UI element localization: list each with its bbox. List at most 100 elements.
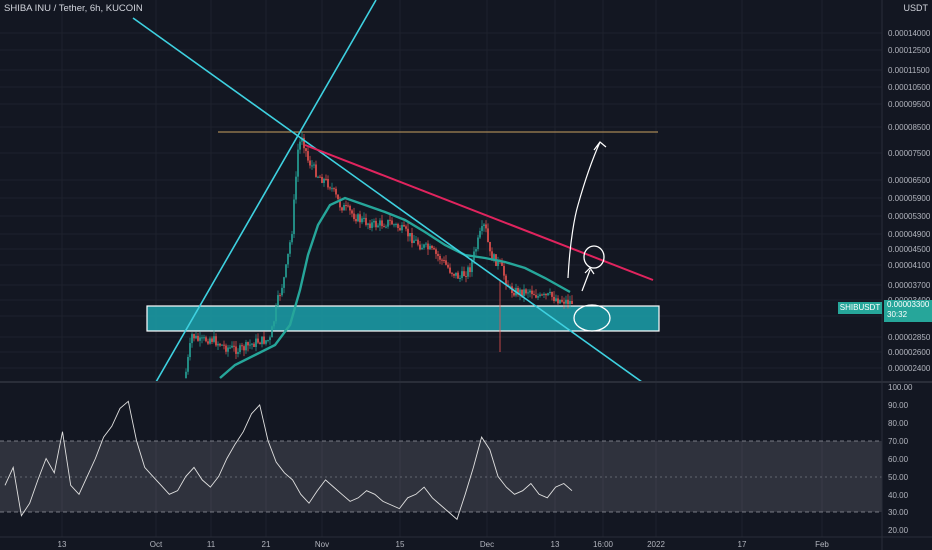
- candle-body: [333, 188, 335, 190]
- candle-body: [519, 289, 521, 295]
- price-tick-label: 0.00007500: [888, 149, 931, 158]
- candle-body: [369, 223, 371, 228]
- candle-body: [269, 337, 271, 341]
- price-tick-label: 0.00004100: [888, 261, 931, 270]
- candle-body: [387, 219, 389, 227]
- candle-body: [465, 276, 467, 278]
- candle-body: [339, 199, 341, 208]
- candle-body: [259, 342, 261, 345]
- candle-body: [413, 240, 415, 244]
- candle-body: [363, 217, 365, 219]
- candle-body: [347, 205, 349, 207]
- candle-body: [331, 188, 333, 190]
- candle-body: [213, 336, 215, 342]
- candle-body: [391, 220, 393, 225]
- candle-body: [261, 336, 263, 345]
- time-tick-label: 17: [738, 540, 747, 549]
- last-price-value: 0.00003300: [887, 300, 930, 309]
- candle-body: [433, 248, 435, 250]
- time-tick-label: 13: [58, 540, 67, 549]
- price-tick-label: 0.00010500: [888, 83, 931, 92]
- resistance-trendline[interactable]: [304, 144, 654, 281]
- candle-body: [195, 335, 197, 339]
- ascending-trendline[interactable]: [155, 0, 377, 383]
- candle-body: [311, 165, 313, 167]
- candle-body: [493, 254, 495, 261]
- candle-body: [221, 344, 223, 346]
- small-arrow-drawing[interactable]: [581, 267, 595, 292]
- candle-body: [199, 337, 201, 341]
- candle-body: [377, 225, 379, 228]
- candle-body: [491, 251, 493, 261]
- candle-body: [225, 345, 227, 352]
- candle-body: [343, 205, 345, 211]
- candle-body: [521, 289, 523, 297]
- rsi-tick-label: 60.00: [888, 455, 909, 464]
- candle-body: [441, 259, 443, 261]
- candle-body: [349, 205, 351, 211]
- candle-body: [243, 346, 245, 351]
- last-price-label: 0.00003300 30:32: [884, 300, 932, 322]
- rsi-tick-label: 30.00: [888, 508, 909, 517]
- candle-body: [555, 298, 557, 302]
- candle-body: [481, 226, 483, 231]
- candle-body: [395, 224, 397, 226]
- price-tick-label: 0.00002400: [888, 364, 931, 373]
- candle-body: [565, 299, 567, 304]
- descending-trendline-long[interactable]: [132, 17, 643, 383]
- candle-body: [381, 220, 383, 227]
- time-tick-label: Dec: [480, 540, 494, 549]
- candle-body: [279, 295, 281, 297]
- candle-body: [467, 267, 469, 277]
- price-tick-label: 0.00011500: [888, 66, 930, 75]
- candle-body: [197, 335, 199, 341]
- candle-body: [453, 273, 455, 276]
- price-tick-label: 0.00002850: [888, 333, 931, 342]
- rsi-axis[interactable]: 100.00 90.00 80.00 70.00 60.00 50.00 40.00 30.0…: [888, 383, 913, 535]
- candle-body: [547, 293, 549, 296]
- price-tick-label: 0.00014000: [888, 29, 931, 38]
- candle-body: [227, 347, 229, 352]
- price-tick-label: 0.00005900: [888, 194, 931, 203]
- candle-body: [289, 242, 291, 254]
- arrow-annotation-drawing[interactable]: [567, 141, 607, 279]
- time-tick-label: 2022: [647, 540, 665, 549]
- candle-body: [539, 294, 541, 297]
- candle-body: [379, 220, 381, 226]
- candle-body: [449, 267, 451, 273]
- candle-body: [309, 160, 311, 166]
- candle-body: [385, 226, 387, 228]
- candle-body: [525, 289, 527, 294]
- candle-body: [425, 243, 427, 245]
- candle-body: [267, 340, 269, 342]
- candle-body: [393, 224, 395, 226]
- rsi-tick-label: 50.00: [888, 473, 909, 482]
- rsi-tick-label: 70.00: [888, 437, 909, 446]
- candle-body: [407, 228, 409, 237]
- candle-body: [353, 213, 355, 220]
- time-axis[interactable]: 13 Oct 11 21 Nov 15 Dec 13 16:00 2022 17 Feb: [58, 540, 830, 549]
- candle-body: [317, 176, 319, 178]
- support-zone-rectangle[interactable]: [146, 305, 660, 332]
- time-tick-label: 13: [551, 540, 560, 549]
- candle-body: [277, 295, 279, 307]
- candle-body: [505, 275, 507, 285]
- chart-title[interactable]: SHIBA INU / Tether, 6h, KUCOIN: [4, 3, 143, 14]
- price-tick-label: 0.00012500: [888, 46, 931, 55]
- price-tick-label: 0.00005300: [888, 212, 931, 221]
- grid-lines: [0, 0, 882, 537]
- currency-selector-button[interactable]: USDT: [903, 3, 929, 13]
- candle-body: [489, 241, 491, 252]
- candle-body: [383, 226, 385, 228]
- candle-body: [193, 334, 195, 339]
- candle-body: [529, 290, 531, 293]
- candle-body: [185, 371, 187, 378]
- candle-body: [223, 344, 225, 346]
- candle-body: [359, 214, 361, 223]
- candle-body: [485, 224, 487, 229]
- circle-annotation-lower[interactable]: [573, 304, 611, 332]
- candle-body: [233, 345, 235, 347]
- circle-annotation-upper[interactable]: [583, 245, 605, 269]
- candle-body: [247, 342, 249, 346]
